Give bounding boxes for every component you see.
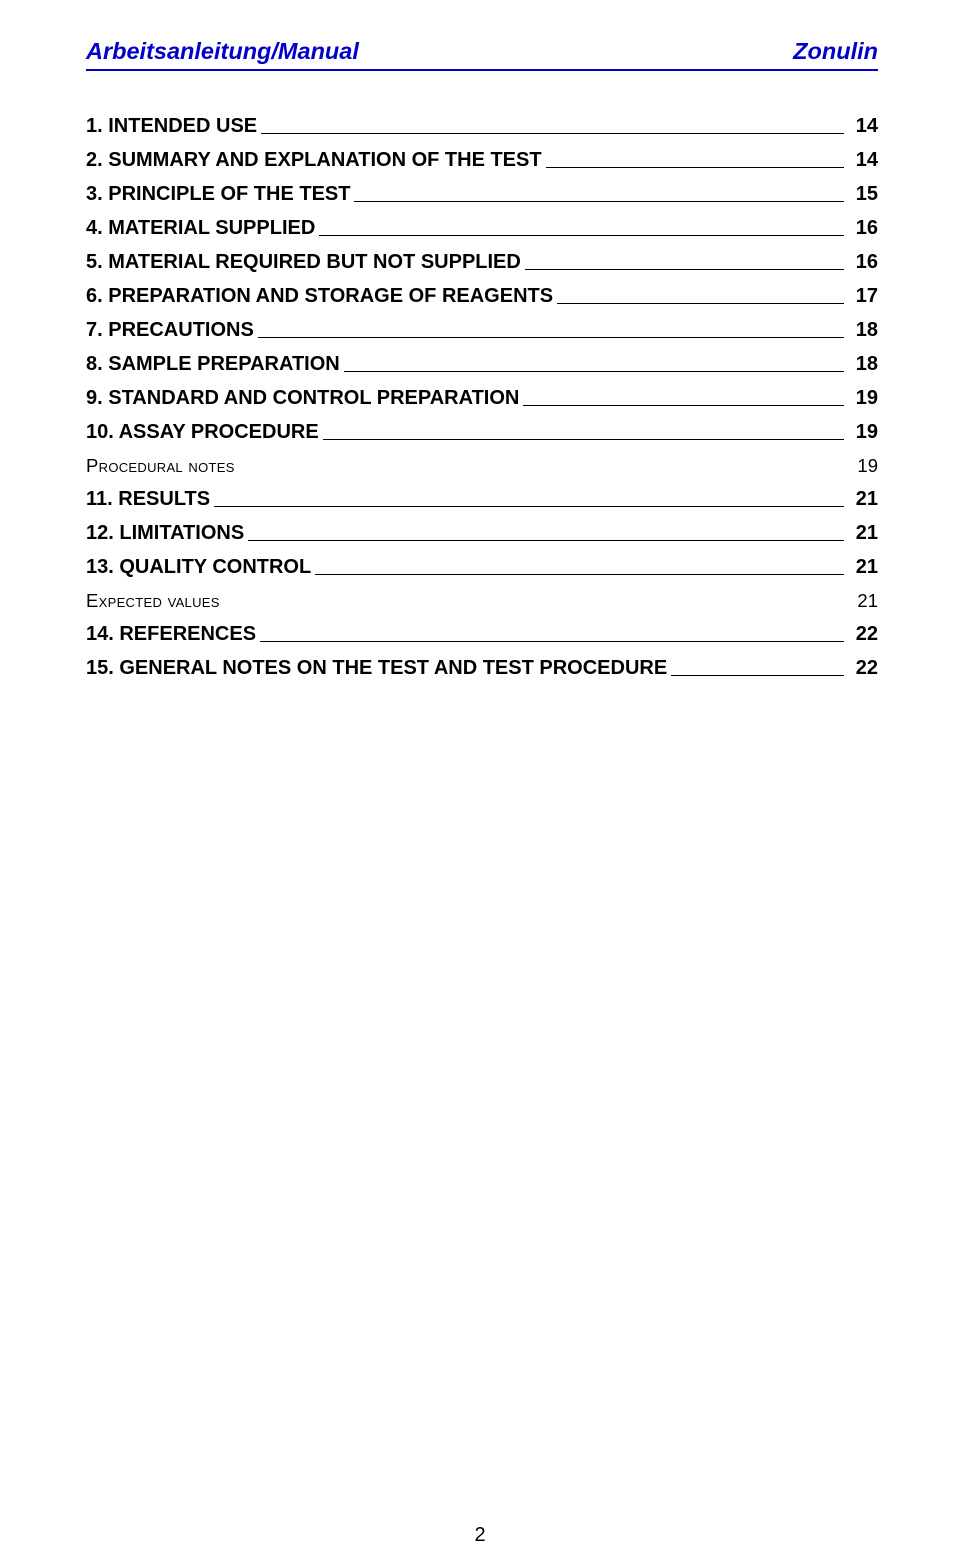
toc-label: 1. INTENDED USE	[86, 115, 257, 138]
toc-page: 19	[848, 387, 878, 410]
toc-label: 14. REFERENCES	[86, 623, 256, 646]
toc-label: 2. SUMMARY AND EXPLANATION OF THE TEST	[86, 149, 542, 172]
toc-subentry: Procedural notes 19	[86, 455, 878, 477]
toc-leader	[248, 540, 844, 541]
toc-label: 3. PRINCIPLE OF THE TEST	[86, 183, 350, 206]
toc-entry: 6. PREPARATION AND STORAGE OF REAGENTS 1…	[86, 285, 878, 308]
toc-leader	[214, 506, 844, 507]
toc-label: 15. GENERAL NOTES ON THE TEST AND TEST P…	[86, 657, 667, 680]
toc-entry: 10. ASSAY PROCEDURE 19	[86, 421, 878, 444]
toc-page: 15	[848, 183, 878, 206]
toc-leader	[354, 201, 843, 202]
toc-entry: 8. SAMPLE PREPARATION 18	[86, 353, 878, 376]
toc-leader	[239, 472, 846, 473]
toc-entry: 9. STANDARD AND CONTROL PREPARATION 19	[86, 387, 878, 410]
toc-leader	[525, 269, 844, 270]
toc-leader	[344, 371, 844, 372]
toc-leader	[258, 337, 844, 338]
toc-entry: 4. MATERIAL SUPPLIED 16	[86, 217, 878, 240]
toc-entry: 1. INTENDED USE 14	[86, 115, 878, 138]
toc-page: 18	[848, 353, 878, 376]
toc-label: Procedural notes	[86, 455, 235, 477]
toc-label: 12. LIMITATIONS	[86, 522, 244, 545]
toc-leader	[523, 405, 843, 406]
toc-entry: 2. SUMMARY AND EXPLANATION OF THE TEST 1…	[86, 149, 878, 172]
toc-label: Expected values	[86, 590, 220, 612]
header-right: Zonulin	[793, 38, 878, 65]
toc-page: 16	[848, 251, 878, 274]
toc-page: 18	[848, 319, 878, 342]
toc-page: 21	[848, 556, 878, 579]
toc-leader	[546, 167, 844, 168]
toc-entry: 11. RESULTS 21	[86, 488, 878, 511]
page-number: 2	[0, 1524, 960, 1547]
header-left: Arbeitsanleitung/Manual	[86, 38, 359, 65]
toc-entry: 7. PRECAUTIONS 18	[86, 319, 878, 342]
toc-page: 19	[849, 455, 878, 477]
toc-entry: 12. LIMITATIONS 21	[86, 522, 878, 545]
toc-leader	[319, 235, 843, 236]
toc-leader	[671, 675, 844, 676]
toc-page: 14	[848, 149, 878, 172]
toc-label: 7. PRECAUTIONS	[86, 319, 254, 342]
toc-leader	[261, 133, 844, 134]
document-page: Arbeitsanleitung/Manual Zonulin 1. INTEN…	[0, 0, 960, 1553]
toc-entry: 5. MATERIAL REQUIRED BUT NOT SUPPLIED 16	[86, 251, 878, 274]
toc-page: 17	[848, 285, 878, 308]
toc-page: 22	[848, 623, 878, 646]
toc-page: 21	[848, 488, 878, 511]
toc-leader	[315, 574, 844, 575]
toc-leader	[323, 439, 844, 440]
toc-subentry: Expected values 21	[86, 590, 878, 612]
toc-label: 13. QUALITY CONTROL	[86, 556, 311, 579]
toc-label: 4. MATERIAL SUPPLIED	[86, 217, 315, 240]
toc-entry: 3. PRINCIPLE OF THE TEST 15	[86, 183, 878, 206]
toc-leader	[224, 607, 846, 608]
toc-page: 14	[848, 115, 878, 138]
toc-page: 22	[848, 657, 878, 680]
toc-label: 11. RESULTS	[86, 488, 210, 511]
toc-label: 5. MATERIAL REQUIRED BUT NOT SUPPLIED	[86, 251, 521, 274]
toc-page: 21	[849, 590, 878, 612]
page-header: Arbeitsanleitung/Manual Zonulin	[86, 38, 878, 71]
toc-label: 9. STANDARD AND CONTROL PREPARATION	[86, 387, 519, 410]
toc-entry: 14. REFERENCES 22	[86, 623, 878, 646]
toc-label: 6. PREPARATION AND STORAGE OF REAGENTS	[86, 285, 553, 308]
toc-leader	[557, 303, 844, 304]
toc-page: 21	[848, 522, 878, 545]
toc-label: 8. SAMPLE PREPARATION	[86, 353, 340, 376]
toc-leader	[260, 641, 844, 642]
toc-label: 10. ASSAY PROCEDURE	[86, 421, 319, 444]
toc-page: 19	[848, 421, 878, 444]
toc-entry: 15. GENERAL NOTES ON THE TEST AND TEST P…	[86, 657, 878, 680]
table-of-contents: 1. INTENDED USE 14 2. SUMMARY AND EXPLAN…	[86, 115, 878, 680]
toc-page: 16	[848, 217, 878, 240]
toc-entry: 13. QUALITY CONTROL 21	[86, 556, 878, 579]
